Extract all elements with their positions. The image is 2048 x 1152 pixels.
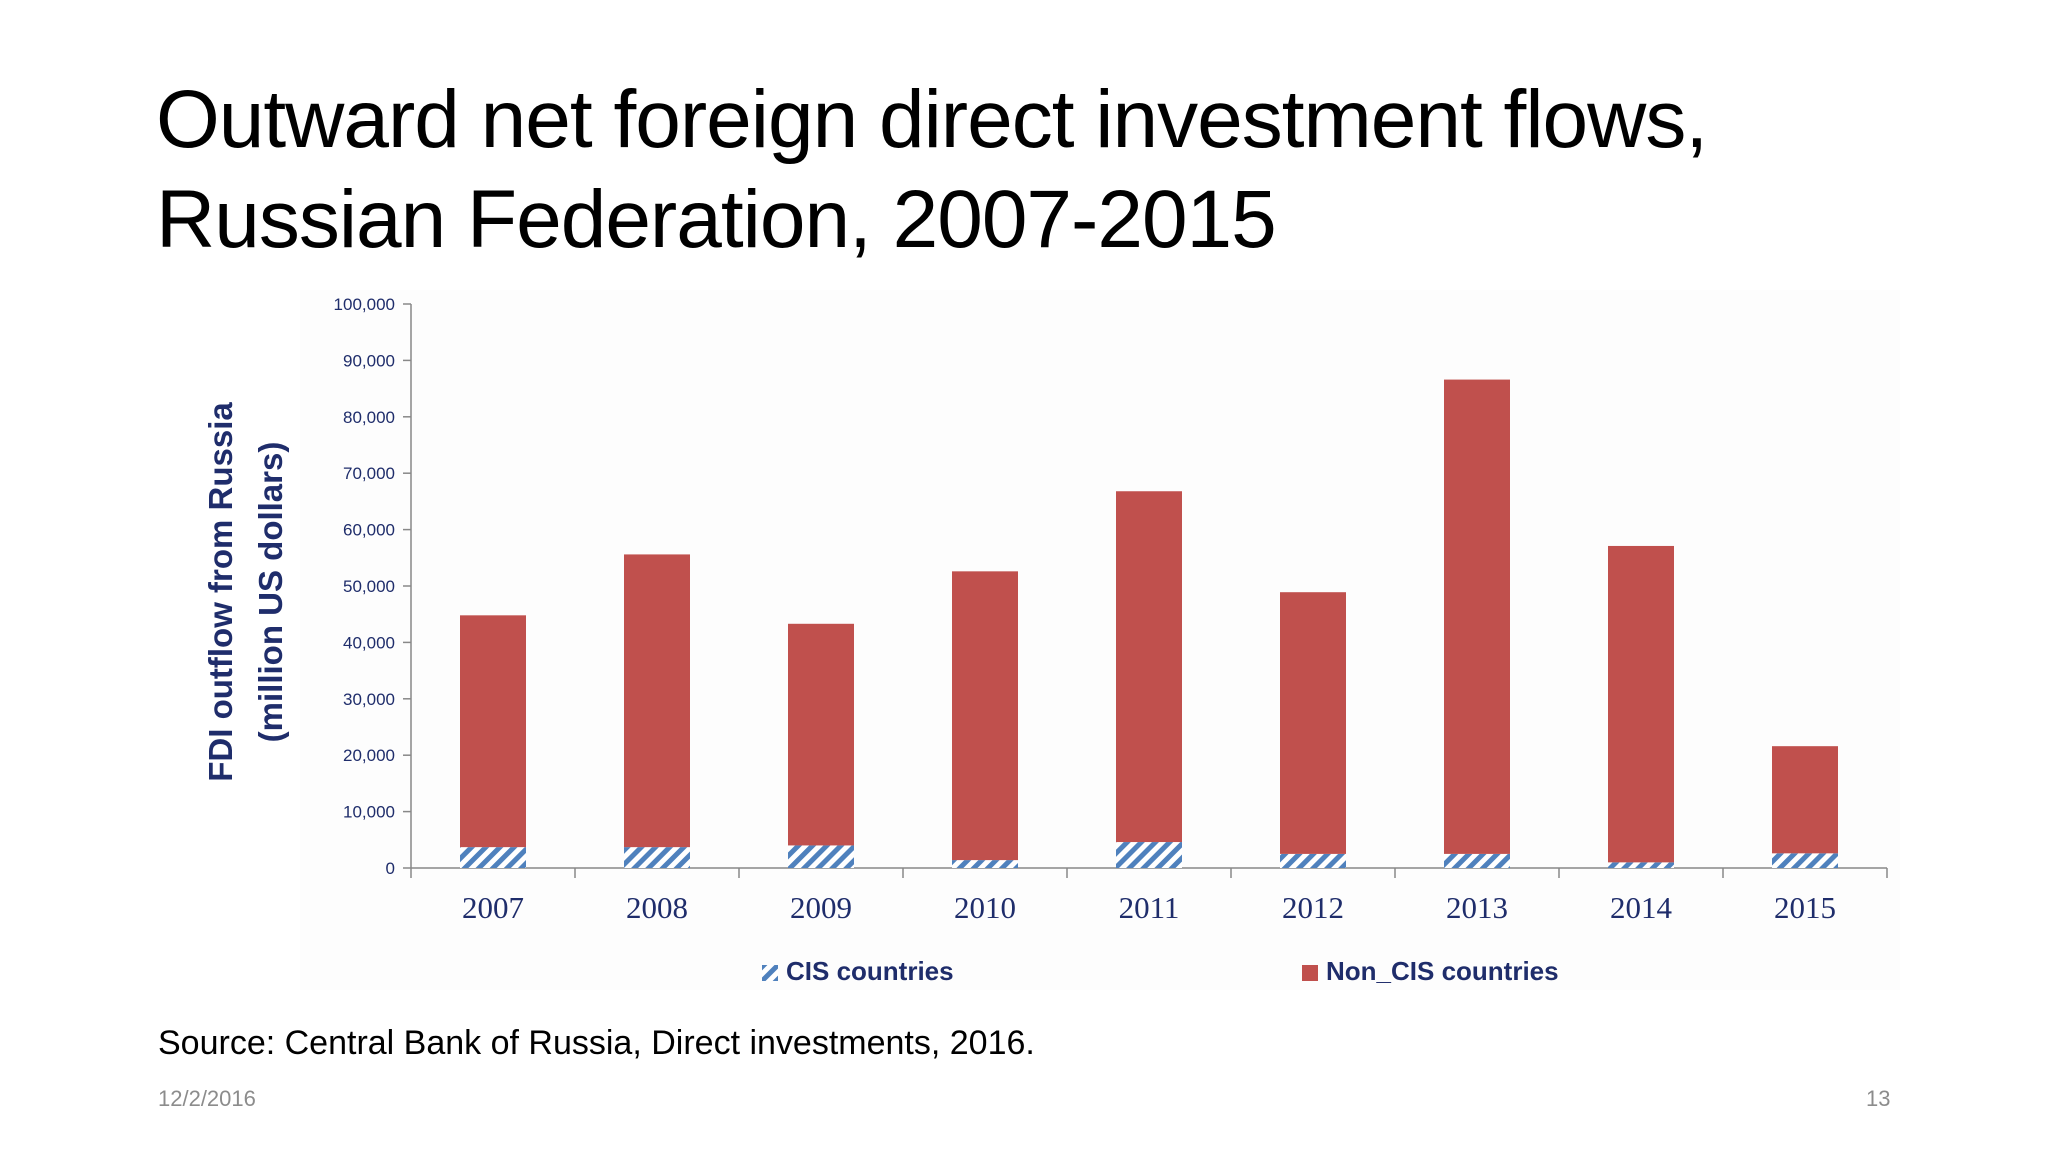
y-axis-label-line-1: FDI outflow from Russia	[202, 402, 239, 782]
x-tick-label: 2015	[1774, 890, 1836, 925]
bar-non-cis-2007	[460, 615, 526, 848]
x-tick-label: 2008	[626, 890, 688, 925]
slide-date: 12/2/2016	[158, 1086, 256, 1111]
bar-cis-2008	[624, 847, 690, 868]
bar-cis-2009	[788, 845, 854, 868]
bar-non-cis-2013	[1444, 379, 1510, 854]
x-tick-label: 2012	[1282, 890, 1344, 925]
slide-title-line-1: Outward net foreign direct investment fl…	[156, 74, 1708, 165]
x-tick-label: 2010	[954, 890, 1016, 925]
slide-title-line-2: Russian Federation, 2007-2015	[156, 174, 1277, 265]
legend-swatch-non-cis	[1302, 965, 1318, 981]
slide-page-number: 13	[1866, 1086, 1891, 1111]
x-tick-label: 2014	[1610, 890, 1673, 925]
plot-area: 0 10,000 20,000 30,000 40,000 50,000 60,000 70,…	[334, 295, 1888, 925]
x-tick-label: 2009	[790, 890, 852, 925]
legend-swatch-cis	[762, 965, 778, 981]
y-tick-label: 40,000	[343, 633, 395, 652]
y-axis-label: FDI outflow from Russia (million US doll…	[202, 402, 289, 782]
legend-label-non-cis: Non_CIS countries	[1326, 956, 1559, 986]
bar-cis-2010	[952, 860, 1018, 868]
y-axis-label-line-2: (million US dollars)	[252, 442, 289, 743]
x-tick-label: 2013	[1446, 890, 1508, 925]
bar-non-cis-2010	[952, 571, 1018, 861]
slide-title: Outward net foreign direct investment fl…	[156, 70, 1956, 270]
x-tick-label: 2011	[1119, 890, 1180, 925]
source-note: Source: Central Bank of Russia, Direct i…	[158, 1024, 1035, 1062]
y-tick-label: 20,000	[343, 746, 395, 765]
bar-cis-2014	[1608, 862, 1674, 868]
y-tick-label: 70,000	[343, 464, 395, 483]
chart-legend: CIS countries Non_CIS countries	[762, 956, 1559, 986]
y-tick-label: 100,000	[334, 295, 395, 314]
bar-non-cis-2015	[1772, 746, 1838, 854]
bar-cis-2012	[1280, 853, 1346, 868]
bar-cis-2013	[1444, 853, 1510, 868]
bar-non-cis-2011	[1116, 491, 1182, 843]
y-tick-label: 80,000	[343, 408, 395, 427]
bar-non-cis-2008	[624, 554, 690, 848]
y-tick-label: 10,000	[343, 803, 395, 822]
bar-cis-2011	[1116, 842, 1182, 868]
bar-non-cis-2009	[788, 623, 854, 846]
bar-cis-2007	[460, 847, 526, 868]
y-tick-label: 90,000	[343, 351, 395, 370]
y-tick-label: 60,000	[343, 521, 395, 540]
y-tick-label: 50,000	[343, 577, 395, 596]
bar-non-cis-2014	[1608, 545, 1674, 863]
x-tick-label: 2007	[462, 890, 524, 925]
y-tick-label: 30,000	[343, 690, 395, 709]
bar-non-cis-2012	[1280, 592, 1346, 854]
y-tick-label: 0	[386, 859, 395, 878]
legend-label-cis: CIS countries	[786, 956, 954, 986]
bar-cis-2015	[1772, 853, 1838, 868]
